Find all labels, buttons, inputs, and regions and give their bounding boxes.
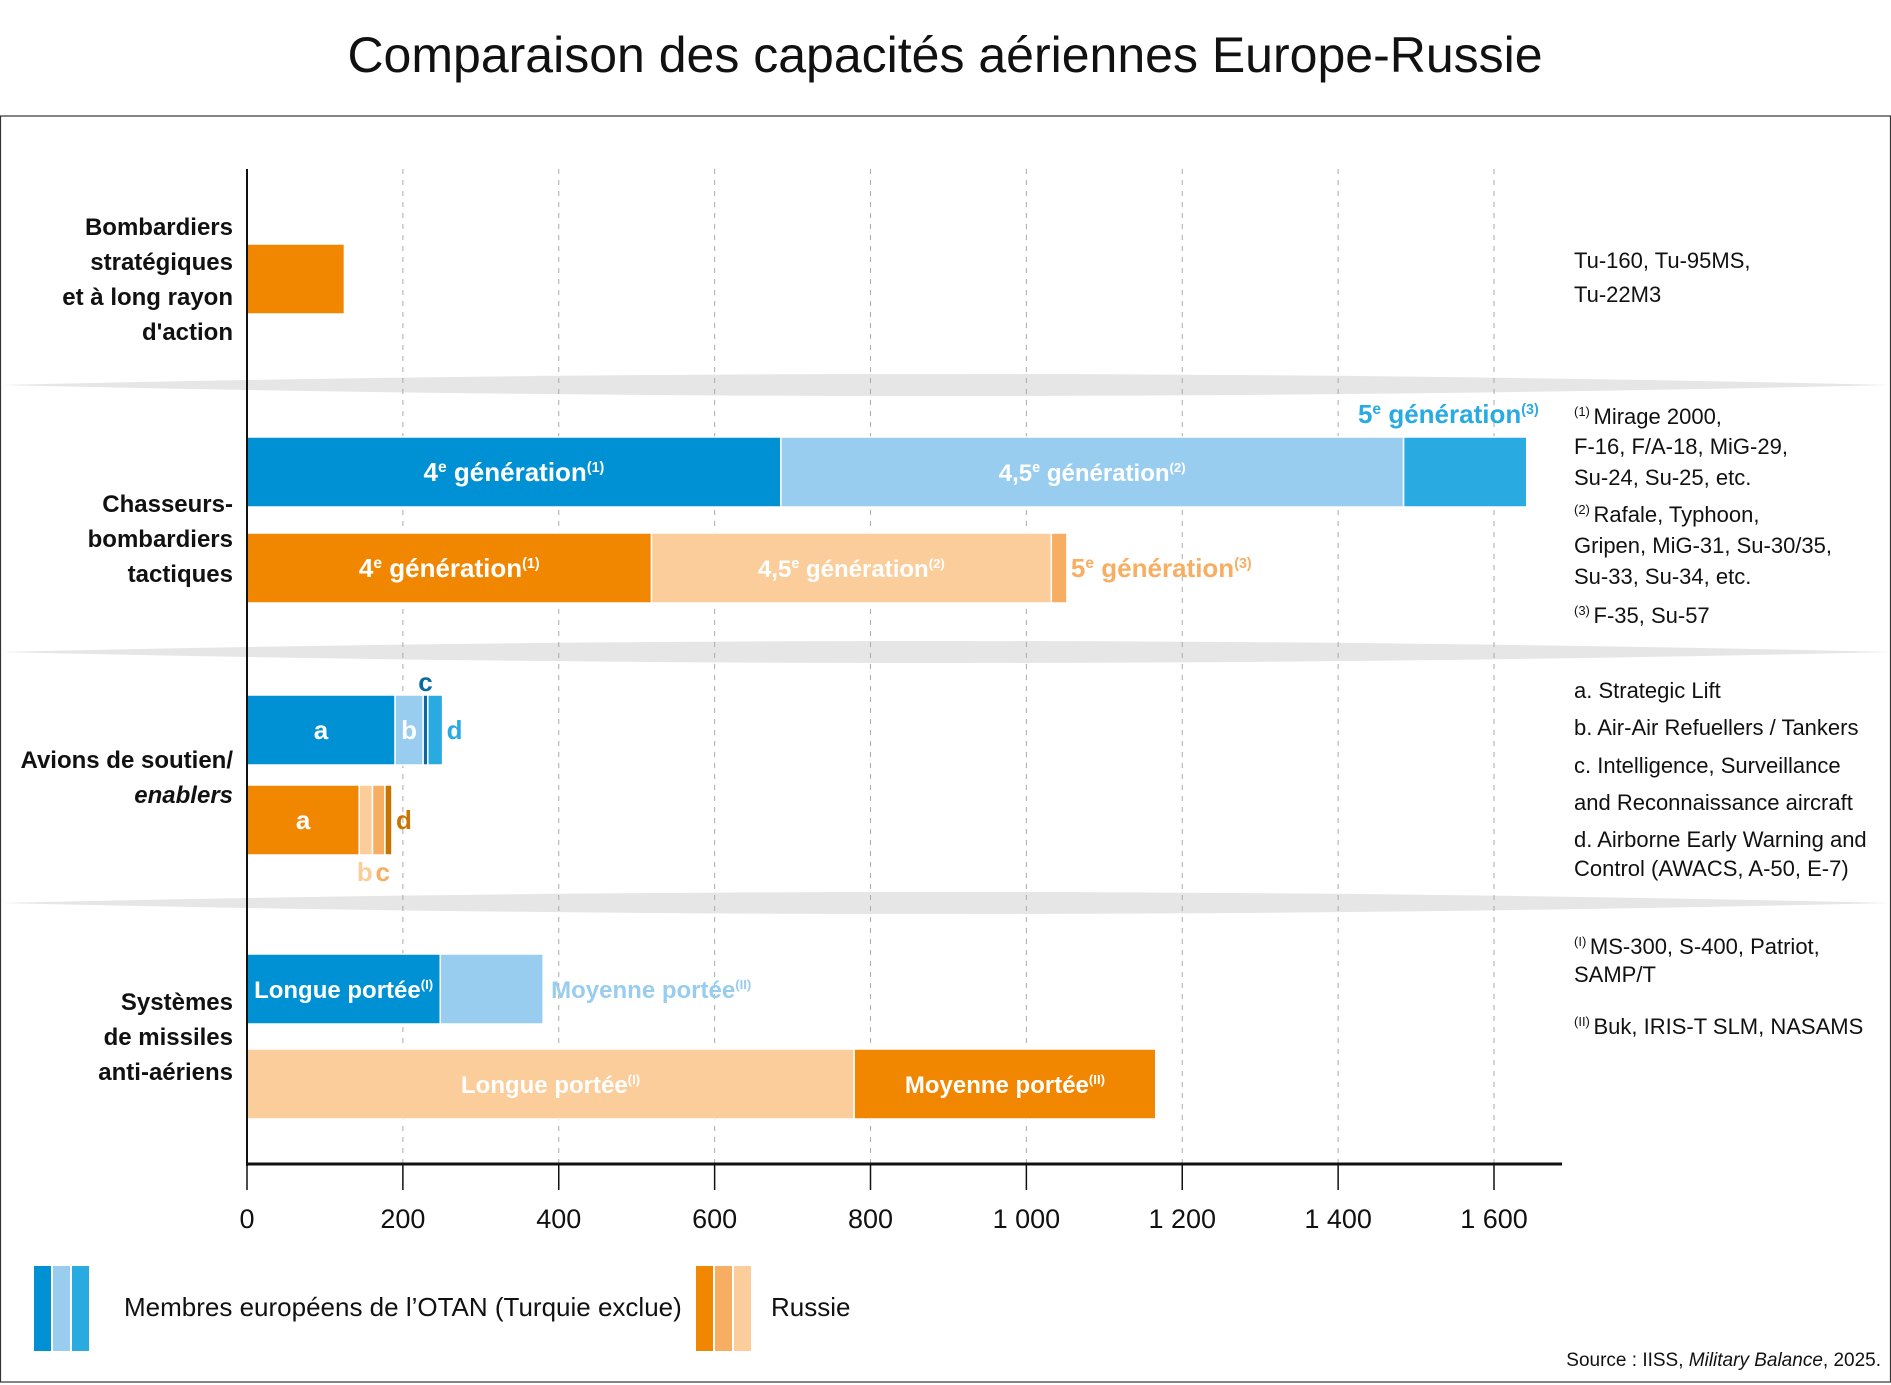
category-separator: [0, 374, 1891, 396]
segment-label: Longue portée(I): [254, 977, 433, 1004]
x-tick-label: 800: [848, 1204, 893, 1234]
category-note: F-16, F/A-18, MiG-29,: [1574, 434, 1788, 459]
category-separator: [0, 892, 1891, 914]
x-tick-label: 1 400: [1304, 1204, 1372, 1234]
bar-segment: [358, 784, 374, 856]
category-note: Gripen, MiG-31, Su-30/35,: [1574, 533, 1832, 558]
bar-segment: [1050, 532, 1068, 604]
category-note: Su-33, Su-34, etc.: [1574, 564, 1751, 589]
legend-swatch: [696, 1266, 713, 1351]
chart-title: Comparaison des capacités aériennes Euro…: [347, 27, 1542, 83]
category-note: and Reconnaissance aircraft: [1574, 790, 1853, 815]
category-note: Control (AWACS, A-50, E-7): [1574, 856, 1849, 881]
segment-label: c: [418, 667, 432, 697]
category-label: tactiques: [128, 561, 233, 588]
x-tick-label: 1 000: [993, 1204, 1061, 1234]
segment-label: a: [296, 805, 311, 835]
bar-russia: [246, 532, 1068, 604]
bar-segment: [439, 953, 544, 1025]
legend-label: Russie: [771, 1292, 850, 1322]
segment-label: 4,5e génération(2): [999, 460, 1186, 487]
category-label: Chasseurs-: [102, 491, 233, 518]
category-note: d. Airborne Early Warning and: [1574, 827, 1867, 852]
x-tick-label: 200: [380, 1204, 425, 1234]
bar-segment: [246, 694, 396, 766]
category-note: (3) F-35, Su-57: [1574, 603, 1710, 628]
legend-swatch: [715, 1266, 732, 1351]
segment-label: 5e génération(3): [1071, 553, 1252, 583]
bar-segment: [246, 532, 653, 604]
category-label: bombardiers: [88, 526, 233, 553]
bar-segment: [427, 694, 444, 766]
category-label: anti-aériens: [98, 1059, 233, 1086]
bar-segment: [1402, 436, 1528, 508]
bar-segment: [246, 1048, 855, 1120]
bar-segment: [371, 784, 386, 856]
category-label: enablers: [134, 782, 233, 809]
legend-item: Membres européens de l’OTAN (Turquie exc…: [34, 1266, 682, 1351]
segment-label: 4e génération(1): [359, 553, 540, 583]
segment-label: Moyenne portée(II): [905, 1072, 1105, 1099]
segment-label: 4e génération(1): [424, 457, 605, 487]
category-note: c. Intelligence, Surveillance: [1574, 753, 1841, 778]
category-note: Tu-22M3: [1574, 282, 1661, 307]
legend-label: Membres européens de l’OTAN (Turquie exc…: [124, 1292, 682, 1322]
category-label: Avions de soutien/: [21, 747, 234, 774]
source-note: Source : IISS, Military Balance, 2025.: [1566, 1350, 1881, 1371]
x-tick-label: 1 200: [1148, 1204, 1216, 1234]
category-note: (1) Mirage 2000,: [1574, 404, 1722, 429]
segment-label: Longue portée(I): [461, 1072, 640, 1099]
category-label: Systèmes: [121, 989, 233, 1016]
bar-russia: [246, 1048, 1157, 1120]
bar-segment: [650, 532, 1053, 604]
segment-label: 4,5e génération(2): [758, 556, 945, 583]
x-tick-label: 600: [692, 1204, 737, 1234]
bar-segment: [780, 436, 1405, 508]
bar-segment: [853, 1048, 1157, 1120]
segment-label: d: [396, 805, 412, 835]
legend-swatch: [34, 1266, 51, 1351]
category-label: stratégiques: [90, 249, 233, 276]
bar-russia: [246, 784, 393, 856]
bar-segment: [246, 243, 346, 315]
bar-russia: [246, 243, 346, 315]
category-separator: [0, 641, 1891, 663]
segment-label: a: [314, 715, 329, 745]
bar-nato: [246, 953, 544, 1025]
legend-swatch: [734, 1266, 751, 1351]
legend-item: Russie: [696, 1266, 850, 1351]
legend-swatch: [72, 1266, 89, 1351]
category-label: et à long rayon: [62, 284, 233, 311]
segment-label: b: [357, 857, 373, 887]
category-label: de missiles: [104, 1024, 233, 1051]
category-note: Su-24, Su-25, etc.: [1574, 465, 1751, 490]
segment-label: Moyenne portée(II): [551, 977, 751, 1004]
x-tick-label: 400: [536, 1204, 581, 1234]
category-note: (2) Rafale, Typhoon,: [1574, 502, 1759, 527]
category-label: d'action: [142, 319, 233, 346]
segment-label: 5e génération(3): [1358, 399, 1539, 429]
category-note: (II) Buk, IRIS-T SLM, NASAMS: [1574, 1014, 1863, 1039]
bar-segment: [246, 953, 442, 1025]
x-tick-label: 0: [239, 1204, 254, 1234]
bar-nato: [246, 694, 444, 766]
category-note: a. Strategic Lift: [1574, 678, 1721, 703]
x-tick-label: 1 600: [1460, 1204, 1528, 1234]
legend-swatch: [53, 1266, 70, 1351]
bar-segment: [394, 694, 424, 766]
category-note: b. Air-Air Refuellers / Tankers: [1574, 715, 1858, 740]
bar-segment: [384, 784, 393, 856]
category-note: (I) MS-300, S-400, Patriot,: [1574, 934, 1820, 959]
category-label: Bombardiers: [85, 214, 233, 241]
category-note: Tu-160, Tu-95MS,: [1574, 248, 1750, 273]
segment-label: d: [447, 715, 463, 745]
segment-label: c: [375, 857, 389, 887]
category-note: SAMP/T: [1574, 962, 1656, 987]
segment-label: b: [401, 715, 417, 745]
